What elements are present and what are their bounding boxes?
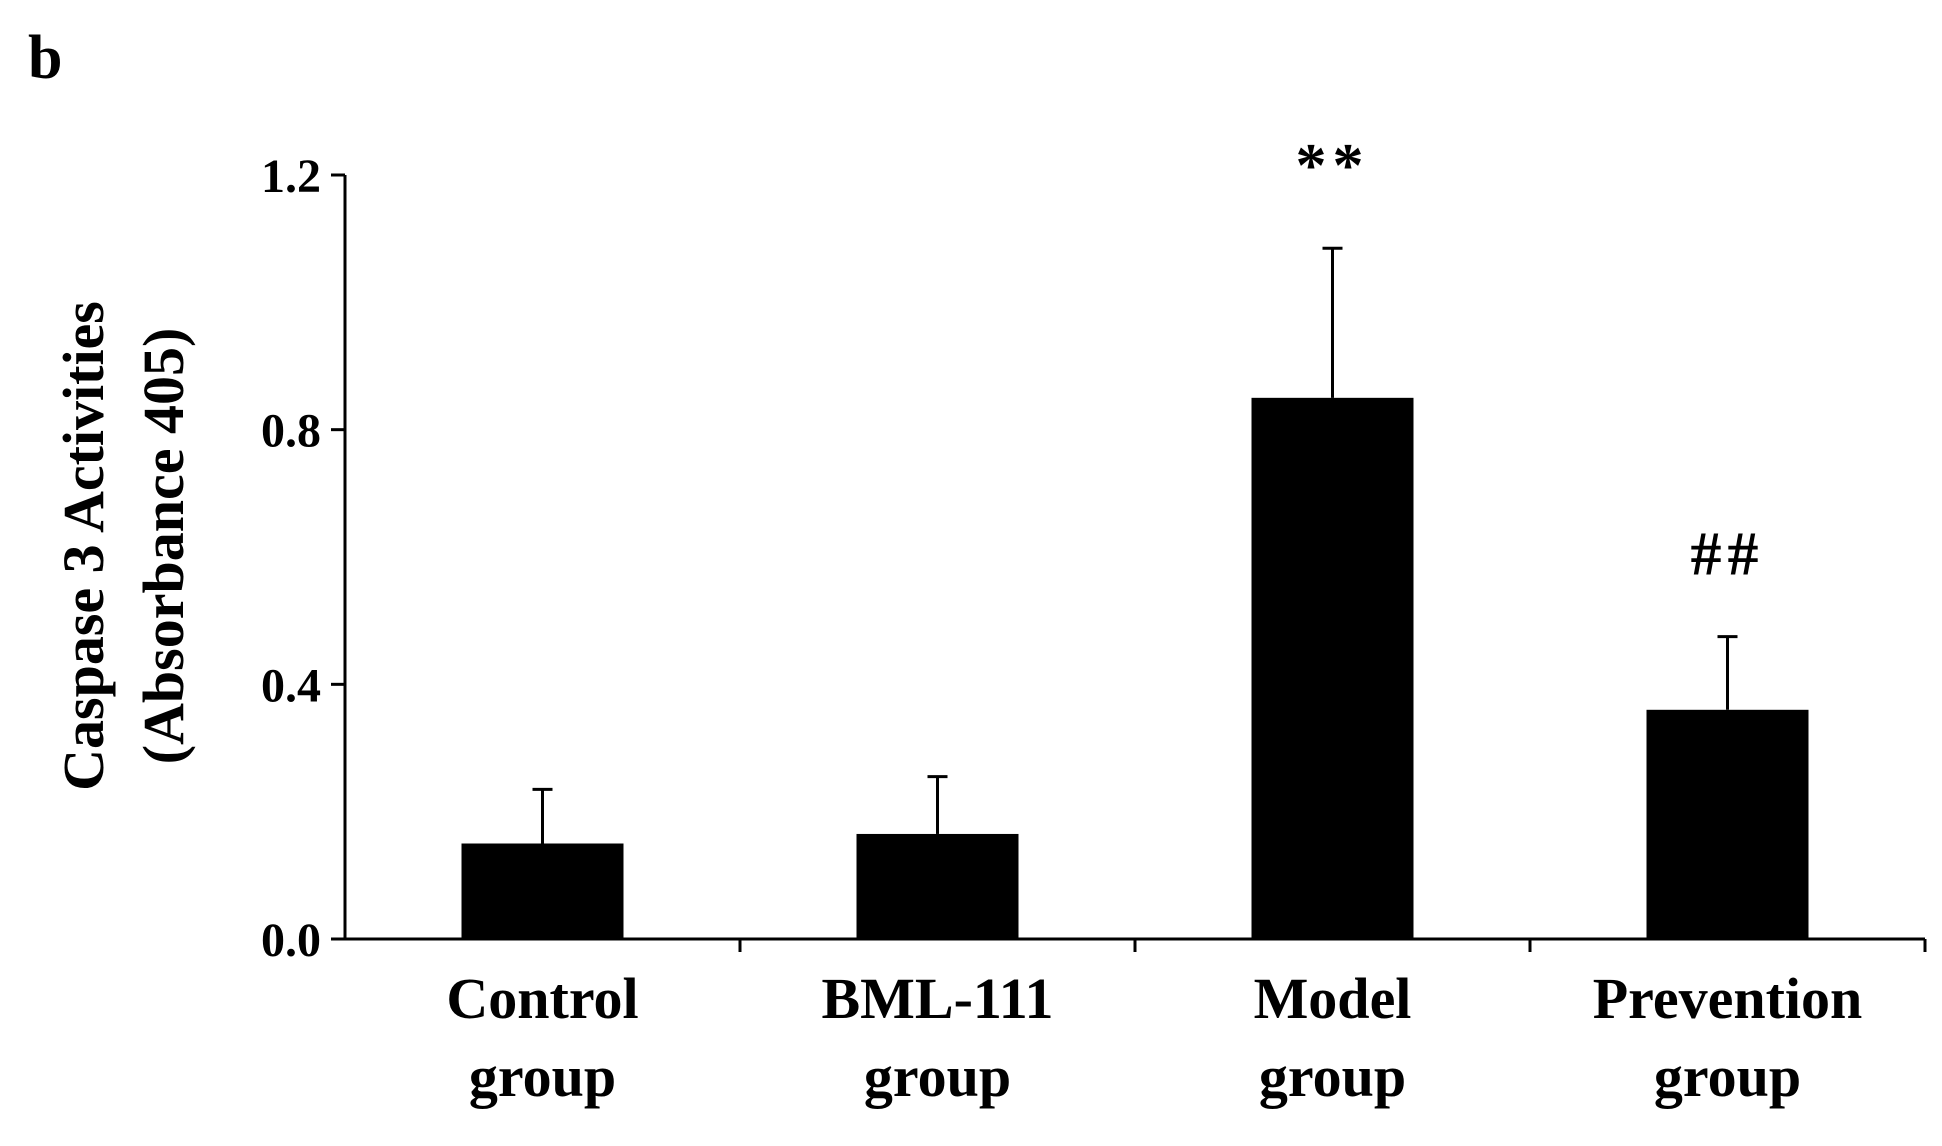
y-tick-label: 1.2 (261, 150, 321, 203)
y-tick-label: 0.4 (261, 659, 321, 712)
x-category-label: group (1654, 1044, 1801, 1109)
bar (461, 843, 624, 939)
bar (1251, 397, 1414, 939)
y-axis-label: Caspase 3 Activities (Absorbance 405) (51, 301, 196, 791)
significance-marker: ** (1296, 132, 1370, 200)
x-category-label: BML-111 (821, 966, 1053, 1031)
x-category-label: Prevention (1593, 966, 1863, 1031)
bar (1646, 709, 1809, 939)
x-category-label: group (469, 1044, 616, 1109)
x-category-label: group (864, 1044, 1011, 1109)
x-category-label: Control (446, 966, 638, 1031)
y-axis-label-line-2: (Absorbance 405) (131, 328, 196, 765)
plot-area: 0.0 0.4 0.8 1.2 Control group BML-111 group ** Mo… (261, 132, 1927, 1109)
significance-marker: ## (1691, 521, 1765, 589)
panel-label: b (28, 24, 62, 92)
y-axis-label-line-1: Caspase 3 Activities (51, 301, 116, 791)
bar (856, 833, 1019, 939)
x-category-label: group (1259, 1044, 1406, 1109)
x-category-label: Model (1254, 966, 1412, 1031)
y-tick-label: 0.8 (261, 405, 321, 458)
y-tick-label: 0.0 (261, 914, 321, 967)
